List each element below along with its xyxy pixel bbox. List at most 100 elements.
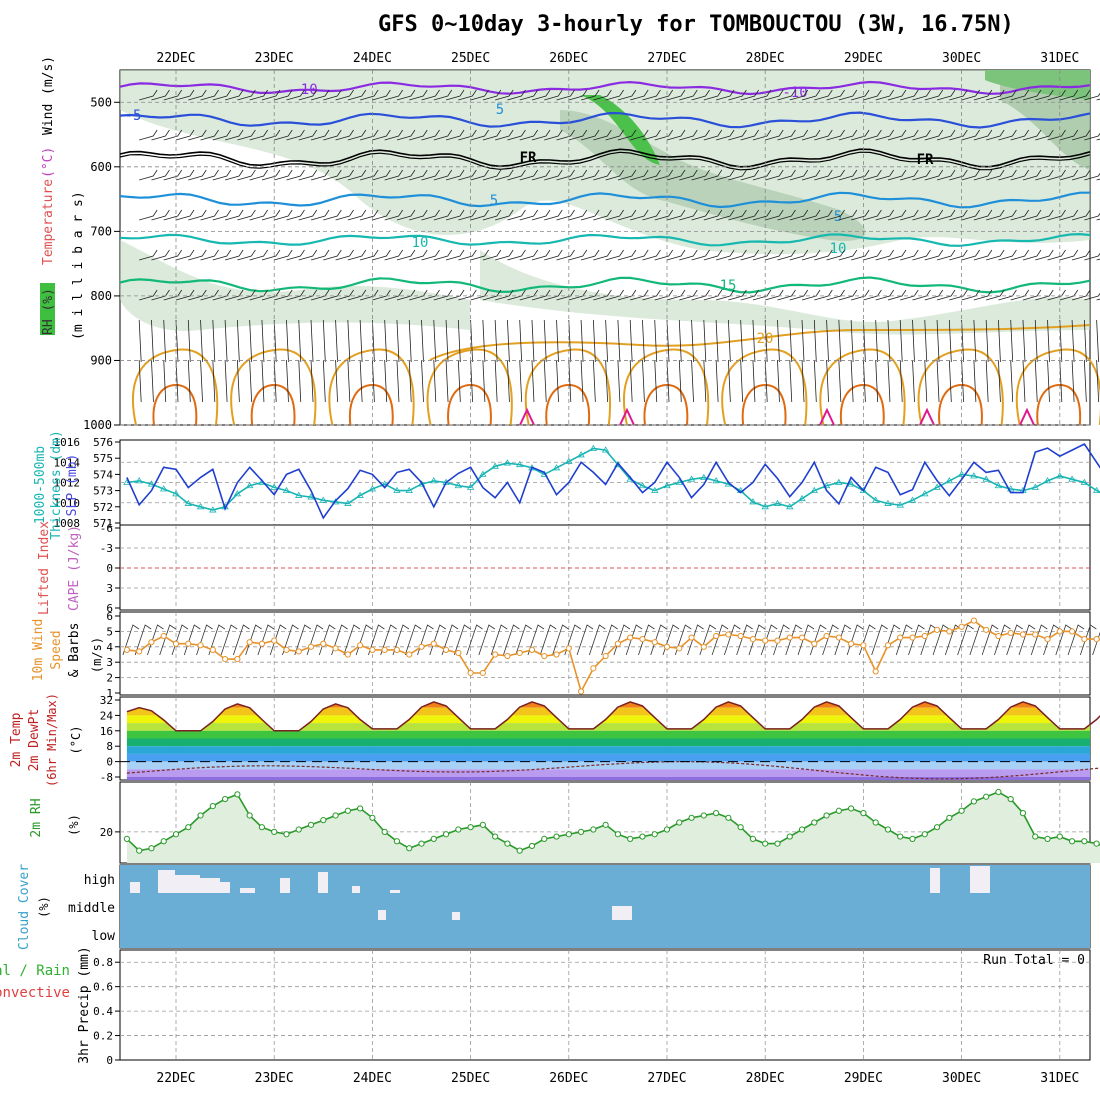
wind-barb — [871, 624, 888, 656]
wind-barb — [789, 249, 809, 261]
value-tick-label: 574 — [93, 468, 113, 481]
wind-barb — [409, 129, 428, 141]
thickness-point — [1031, 483, 1039, 490]
rh-point — [663, 826, 671, 833]
wind-speed-point — [1007, 629, 1014, 637]
date-label-bottom: 23DEC — [255, 1071, 294, 1086]
ylabel-10m-wind: 10m Wind — [31, 619, 46, 682]
value-tick-label: 0 — [106, 756, 113, 769]
wind-speed-point — [479, 669, 486, 677]
wind-barb — [593, 89, 612, 101]
wind-barb — [715, 209, 735, 221]
value-tick-label: 0 — [106, 1054, 113, 1067]
wind-barb — [924, 169, 944, 181]
wind-barb — [654, 129, 674, 141]
wind-barb — [1035, 169, 1054, 181]
wind-speed-point — [332, 645, 339, 652]
wind-barb — [863, 209, 882, 221]
wind-barb — [159, 624, 176, 656]
thickness-point — [466, 483, 475, 490]
isotherm-label: FR — [917, 152, 934, 168]
rh-point — [897, 833, 904, 840]
wind-barb — [556, 319, 559, 363]
wind-speed-point — [577, 688, 585, 695]
wind-barb — [703, 209, 723, 221]
wind-barb — [814, 169, 833, 181]
wind-barb — [286, 289, 305, 301]
rh-point — [504, 840, 511, 847]
thickness-point — [994, 481, 1003, 489]
cloud-level-label: middle — [68, 901, 115, 916]
wind-barb — [789, 89, 809, 101]
wind-barb — [556, 209, 575, 221]
isotherm-line — [119, 111, 1091, 129]
wind-barb — [138, 359, 142, 403]
wind-barb — [1022, 249, 1042, 261]
wind-barb — [654, 89, 674, 101]
value-tick-label: 0.2 — [93, 1030, 113, 1043]
date-label-bottom: 26DEC — [549, 1071, 588, 1086]
rh-point — [516, 847, 523, 854]
rh-point — [160, 838, 167, 845]
wind-barb — [200, 249, 219, 261]
wind-barb — [298, 169, 318, 181]
wind-speed-point — [1068, 628, 1076, 635]
wind-speed-point — [369, 646, 376, 653]
wind-barb — [519, 319, 523, 363]
wind-speed-point — [1044, 636, 1051, 643]
wind-barb — [654, 359, 658, 403]
wind-barb — [998, 319, 1001, 363]
wind-barb — [441, 624, 459, 656]
cloud-bar-high — [175, 875, 200, 893]
wind-barb — [482, 359, 486, 403]
wind-barb — [1071, 359, 1075, 403]
wind-barb — [994, 624, 1011, 656]
thickness-point — [835, 478, 843, 485]
wind-barb — [998, 359, 1001, 403]
thickness-point — [515, 460, 524, 468]
temp-band — [126, 777, 1090, 780]
wind-barb — [826, 169, 845, 181]
wind-barb — [188, 249, 207, 261]
wind-barb — [887, 289, 907, 301]
slp-tick-label: 1012 — [54, 477, 81, 490]
cloud-bar-high — [220, 882, 230, 893]
wind-speed-point — [995, 632, 1002, 640]
wind-barb — [777, 359, 780, 403]
wind-barb — [887, 209, 907, 221]
thickness-point — [344, 499, 352, 506]
wind-barb — [850, 319, 854, 363]
wind-barb — [863, 249, 882, 261]
wind-barb — [797, 624, 815, 656]
wind-barb — [163, 209, 183, 221]
wind-barb — [727, 359, 731, 403]
rh-point — [835, 807, 842, 814]
wind-barb — [151, 209, 170, 221]
wind-barb — [1059, 89, 1079, 101]
wind-barb — [617, 319, 621, 363]
wind-speed-point — [909, 634, 916, 641]
date-label-top: 23DEC — [255, 51, 294, 66]
wind-barb — [920, 624, 937, 656]
rh-point — [577, 828, 585, 835]
wind-barb — [298, 319, 302, 363]
wind-barb — [527, 624, 545, 656]
wind-barb — [801, 89, 821, 101]
wind-barb — [936, 359, 940, 403]
thickness-point — [552, 464, 561, 471]
wind-speed-point — [676, 645, 683, 652]
wind-barb — [470, 209, 489, 221]
date-label-bottom: 31DEC — [1040, 1071, 1079, 1086]
wind-barb — [642, 249, 661, 261]
wind-barb — [973, 249, 993, 261]
wind-barb — [1018, 624, 1036, 656]
wind-barb — [175, 169, 195, 181]
thickness-point — [331, 498, 340, 505]
wind-barb — [421, 89, 440, 101]
wind-barb — [335, 169, 354, 181]
rh-point — [455, 826, 462, 833]
ylabel-cloud-cover: Cloud Cover — [17, 864, 32, 950]
thickness-point — [1080, 478, 1089, 485]
value-tick-label: 3 — [106, 582, 113, 595]
wind-barb — [678, 319, 682, 363]
